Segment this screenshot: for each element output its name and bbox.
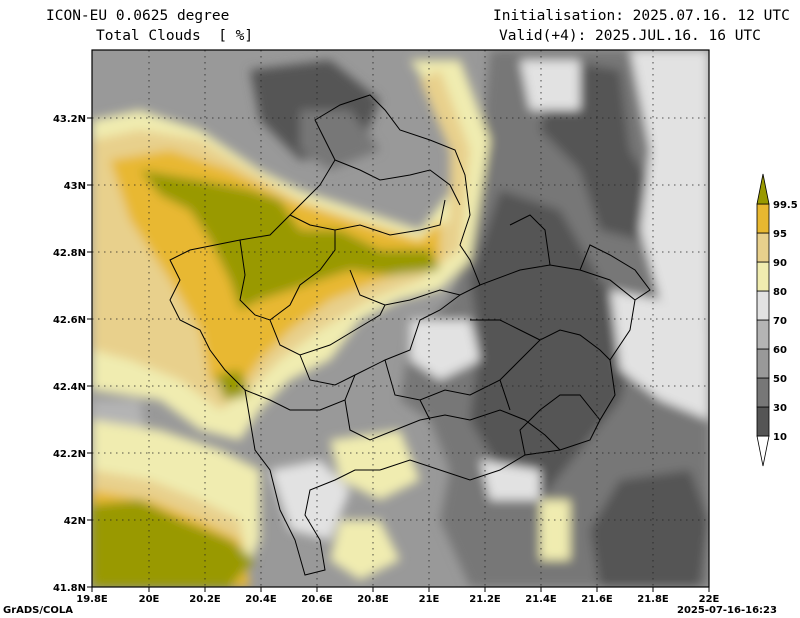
initialisation-time: Initialisation: 2025.07.16. 12 UTC xyxy=(493,8,790,24)
lon-label-21-4: 21.4E xyxy=(525,594,557,605)
lon-tick-labels: 19.8E 20E 20.2E 20.4E 20.6E 20.8E 21E 21… xyxy=(76,594,719,605)
colorbar-swatch-50 xyxy=(756,348,770,379)
footer-credit: GrADS/COLA xyxy=(3,605,73,616)
lon-label-20-6: 20.6E xyxy=(301,594,333,605)
lat-label-41-8: 41.8N xyxy=(53,583,86,594)
colorbar-low-triangle xyxy=(756,435,770,467)
colorbar-label-10: 10 xyxy=(773,432,787,443)
lat-label-43: 43N xyxy=(64,181,86,192)
lon-label-21-6: 21.6E xyxy=(581,594,613,605)
cloud-field xyxy=(92,50,709,587)
lon-label-20: 20E xyxy=(139,594,160,605)
lon-label-22: 22E xyxy=(699,594,720,605)
colorbar-label-50: 50 xyxy=(773,374,787,385)
colorbar-swatch-10 xyxy=(756,406,770,437)
colorbar-label-99-5: 99.5 xyxy=(773,200,798,211)
colorbar-high-triangle xyxy=(756,173,770,205)
lat-label-42: 42N xyxy=(64,516,86,527)
border-lines xyxy=(169,94,651,576)
colorbar-label-80: 80 xyxy=(773,287,787,298)
colorbar-swatch-95 xyxy=(756,203,770,234)
lon-label-20-8: 20.8E xyxy=(357,594,389,605)
colorbar-swatch-30 xyxy=(756,377,770,408)
colorbar-labels: 10 30 50 60 70 80 90 95 99.5 xyxy=(773,200,798,443)
lat-label-42-4: 42.4N xyxy=(53,382,86,393)
lon-label-20-2: 20.2E xyxy=(189,594,221,605)
lat-tick-labels: 41.8N 42N 42.2N 42.4N 42.6N 42.8N 43N 43… xyxy=(53,114,86,594)
colorbar-label-70: 70 xyxy=(773,316,787,327)
colorbar-swatch-70 xyxy=(756,290,770,321)
lon-label-21-8: 21.8E xyxy=(637,594,669,605)
lat-tick-marks xyxy=(87,117,92,588)
colorbar xyxy=(756,173,770,467)
lat-label-42-6: 42.6N xyxy=(53,315,86,326)
footer-timestamp: 2025-07-16-16:23 xyxy=(677,605,777,616)
lon-label-20-4: 20.4E xyxy=(245,594,277,605)
colorbar-swatch-90 xyxy=(756,232,770,263)
lon-label-21-2: 21.2E xyxy=(469,594,501,605)
lon-tick-marks xyxy=(91,587,710,592)
graticule xyxy=(92,50,709,587)
lat-label-42-2: 42.2N xyxy=(53,449,86,460)
colorbar-label-60: 60 xyxy=(773,345,787,356)
lat-label-42-8: 42.8N xyxy=(53,248,86,259)
model-title: ICON-EU 0.0625 degree xyxy=(46,8,230,24)
lat-label-43-2: 43.2N xyxy=(53,114,86,125)
variable-title: Total Clouds [ %] xyxy=(96,28,254,44)
colorbar-swatch-60 xyxy=(756,319,770,350)
colorbar-label-90: 90 xyxy=(773,258,787,269)
valid-time: Valid(+4): 2025.JUL.16. 16 UTC xyxy=(499,28,761,44)
colorbar-label-95: 95 xyxy=(773,229,787,240)
colorbar-swatch-80 xyxy=(756,261,770,292)
lon-label-21: 21E xyxy=(419,594,440,605)
lon-label-19-8: 19.8E xyxy=(76,594,108,605)
colorbar-label-30: 30 xyxy=(773,403,787,414)
